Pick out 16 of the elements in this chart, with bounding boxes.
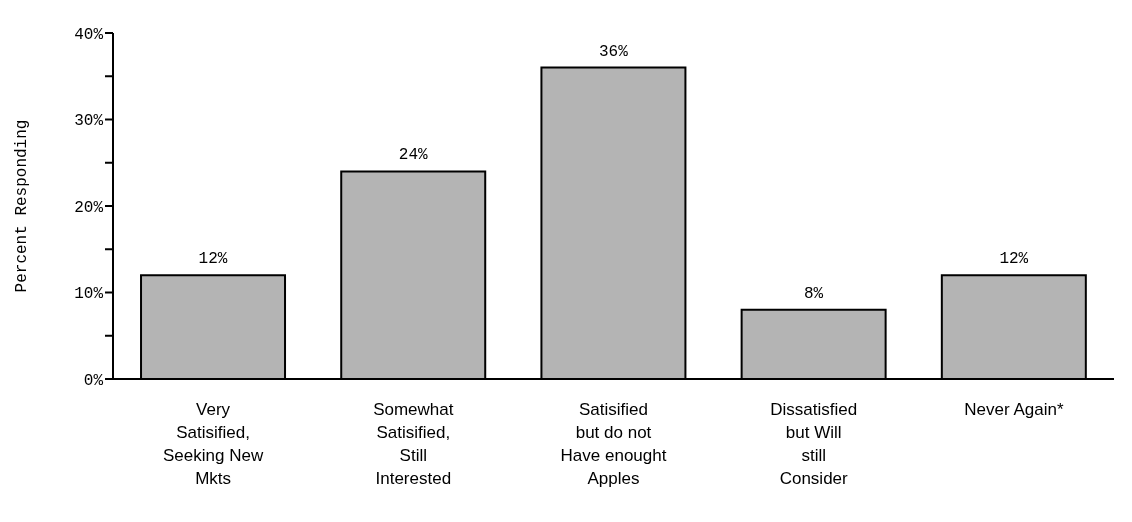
y-tick-label: 0%: [83, 371, 104, 390]
y-tick-label: 30%: [74, 112, 104, 131]
x-tick-label: Dissatisfied but Will still Consider: [770, 400, 858, 488]
x-tick-label: Satisified but do not Have enought Apples: [560, 400, 667, 488]
data-label: 12%: [999, 250, 1029, 269]
y-tick-label: 10%: [74, 285, 104, 304]
data-label: 8%: [804, 284, 824, 303]
data-label: 12%: [198, 250, 228, 269]
y-tick-label: 40%: [74, 25, 104, 44]
y-tick-label: 20%: [74, 198, 104, 217]
y-axis-title: Percent Responding: [12, 119, 31, 293]
x-tick-label: Never Again*: [964, 400, 1064, 419]
x-tick-label: Somewhat Satisified, Still Interested: [373, 400, 454, 488]
x-tick-label: Very Satisified, Seeking New Mkts: [163, 400, 264, 488]
data-label: 24%: [398, 146, 429, 165]
data-label: 36%: [599, 42, 629, 61]
